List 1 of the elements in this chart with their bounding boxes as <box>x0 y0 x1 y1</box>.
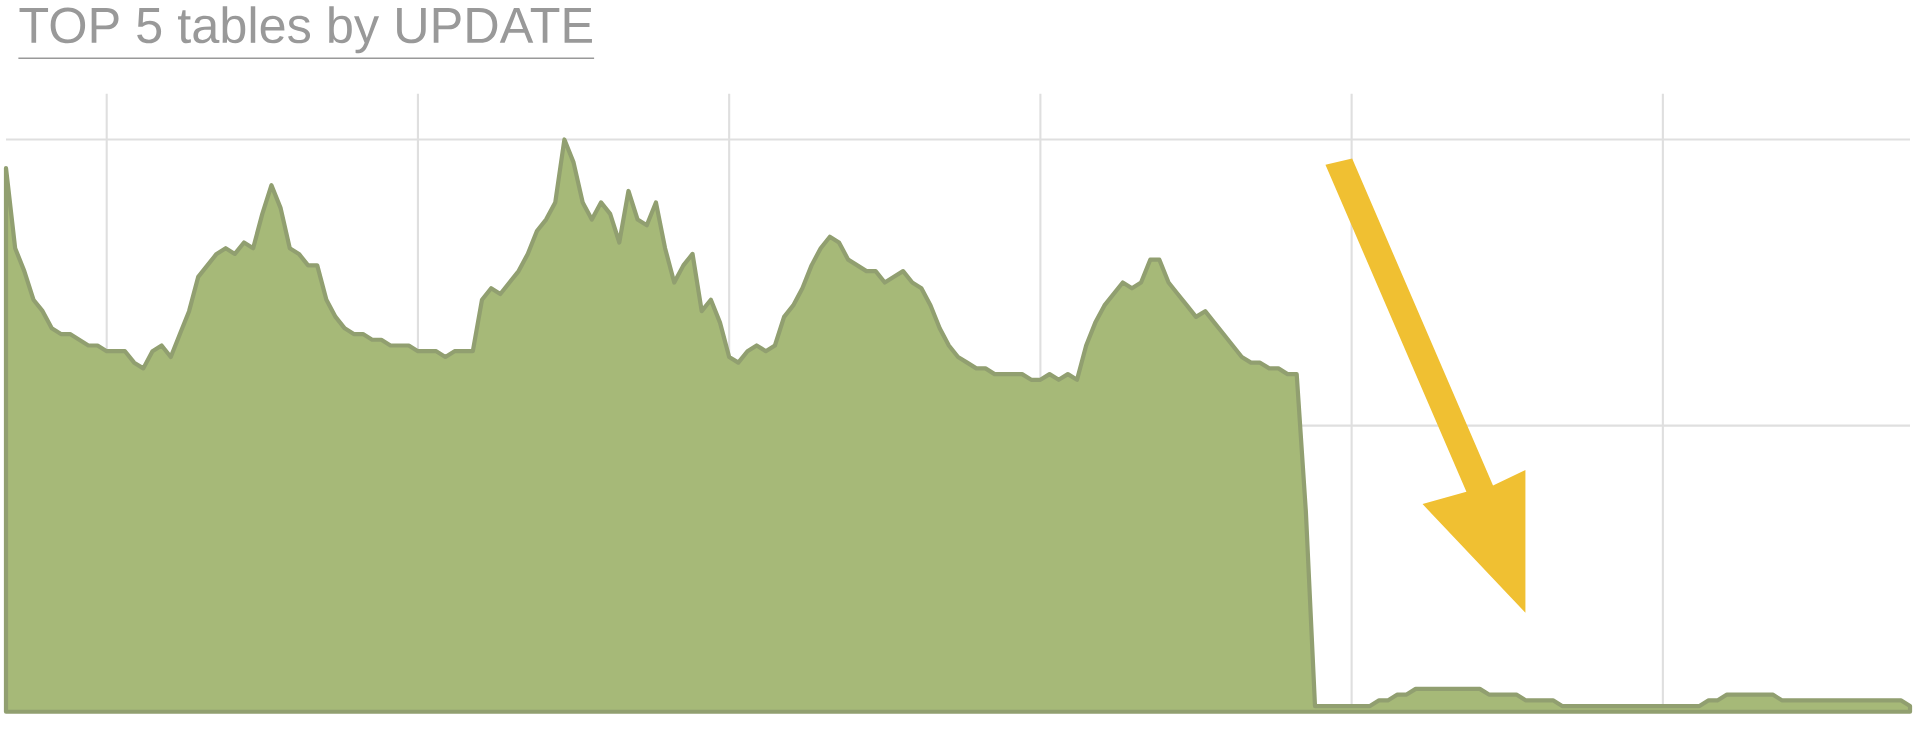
chart-title: TOP 5 tables by UPDATE <box>19 6 592 54</box>
